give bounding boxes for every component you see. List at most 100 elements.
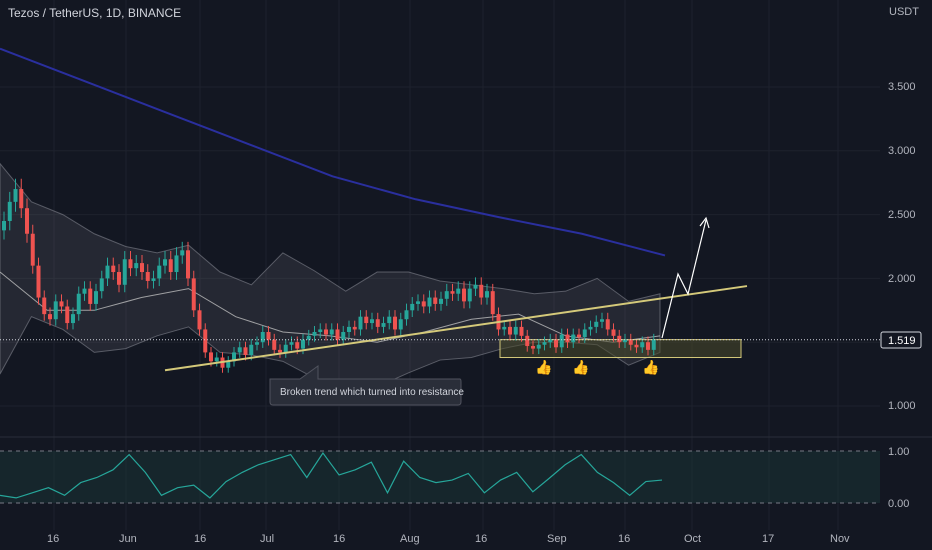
candle-body[interactable] xyxy=(479,284,484,298)
candle-body[interactable] xyxy=(71,314,75,324)
candle-body[interactable] xyxy=(53,301,58,320)
candle-body[interactable] xyxy=(381,323,386,327)
candle-body[interactable] xyxy=(404,310,409,320)
candle-body[interactable] xyxy=(600,319,604,322)
candle-body[interactable] xyxy=(427,297,432,307)
candle-body[interactable] xyxy=(59,301,64,307)
candle-body[interactable] xyxy=(312,331,317,336)
candle-body[interactable] xyxy=(559,334,564,348)
candle-body[interactable] xyxy=(617,335,622,343)
candle-body[interactable] xyxy=(513,326,518,335)
candle-body[interactable] xyxy=(565,334,570,343)
candle-body[interactable] xyxy=(191,278,196,311)
candle-body[interactable] xyxy=(289,342,294,345)
candle-body[interactable] xyxy=(174,255,179,273)
candle-body[interactable] xyxy=(542,342,547,345)
candle-body[interactable] xyxy=(13,189,18,202)
candle-body[interactable] xyxy=(554,339,558,348)
candle-body[interactable] xyxy=(582,329,587,338)
candle-body[interactable] xyxy=(536,344,541,349)
candle-body[interactable] xyxy=(2,220,6,231)
candle-body[interactable] xyxy=(421,301,426,307)
candle-body[interactable] xyxy=(329,329,334,335)
candle-body[interactable] xyxy=(19,189,24,209)
candle-body[interactable] xyxy=(548,339,553,343)
candle-body[interactable] xyxy=(416,301,420,304)
candle-body[interactable] xyxy=(335,329,340,340)
candle-body[interactable] xyxy=(168,259,173,273)
candle-body[interactable] xyxy=(226,361,231,368)
candle-body[interactable] xyxy=(180,250,185,256)
candle-body[interactable] xyxy=(260,331,265,343)
candle-body[interactable] xyxy=(140,263,144,273)
candle-body[interactable] xyxy=(387,316,392,324)
candle-body[interactable] xyxy=(94,291,98,304)
candle-body[interactable] xyxy=(410,303,415,311)
candle-body[interactable] xyxy=(433,297,438,304)
candle-body[interactable] xyxy=(467,288,472,302)
candle-body[interactable] xyxy=(186,250,190,279)
candle-body[interactable] xyxy=(88,288,93,304)
candle-body[interactable] xyxy=(30,233,35,266)
candle-body[interactable] xyxy=(295,342,300,349)
candle-body[interactable] xyxy=(117,272,121,285)
candle-body[interactable] xyxy=(36,265,41,298)
candle-body[interactable] xyxy=(473,284,478,289)
candle-body[interactable] xyxy=(163,259,167,266)
candle-body[interactable] xyxy=(588,326,593,330)
candle-body[interactable] xyxy=(462,288,466,302)
candle-body[interactable] xyxy=(249,344,254,355)
candle-body[interactable] xyxy=(502,326,507,330)
candle-body[interactable] xyxy=(324,329,328,335)
candle-body[interactable] xyxy=(266,331,271,340)
candle-body[interactable] xyxy=(364,316,369,324)
annotation-callout[interactable]: Broken trend which turned into resistanc… xyxy=(269,365,464,406)
candle-body[interactable] xyxy=(151,278,156,281)
candle-body[interactable] xyxy=(99,278,104,292)
candle-body[interactable] xyxy=(283,344,288,353)
candle-body[interactable] xyxy=(646,342,650,350)
candle-body[interactable] xyxy=(232,352,236,362)
candle-body[interactable] xyxy=(398,319,403,330)
candle-body[interactable] xyxy=(375,319,380,327)
candlesticks[interactable] xyxy=(2,178,656,373)
candle-body[interactable] xyxy=(25,208,29,234)
candle-body[interactable] xyxy=(341,331,346,340)
candle-body[interactable] xyxy=(651,339,656,350)
candle-body[interactable] xyxy=(111,265,116,273)
candle-body[interactable] xyxy=(605,319,610,330)
candle-body[interactable] xyxy=(358,316,363,330)
candle-body[interactable] xyxy=(490,291,495,315)
candle-body[interactable] xyxy=(519,326,524,336)
candle-body[interactable] xyxy=(352,326,357,330)
candle-body[interactable] xyxy=(439,298,443,304)
candle-body[interactable] xyxy=(203,329,208,353)
candle-body[interactable] xyxy=(145,272,150,281)
candle-body[interactable] xyxy=(531,346,535,349)
price-axis[interactable]: USDT 3.500 3.000 2.500 2.000 1.000 1.519 xyxy=(880,6,922,412)
candle-body[interactable] xyxy=(134,263,139,269)
candle-body[interactable] xyxy=(48,314,52,320)
candle-body[interactable] xyxy=(214,357,219,362)
candle-body[interactable] xyxy=(634,344,639,348)
candle-body[interactable] xyxy=(347,326,351,332)
candle-body[interactable] xyxy=(272,339,277,350)
candle-body[interactable] xyxy=(122,259,127,285)
candle-body[interactable] xyxy=(594,321,599,327)
candle-body[interactable] xyxy=(157,265,162,279)
candle-body[interactable] xyxy=(278,349,282,353)
time-axis[interactable]: 16 Jun 16 Jul 16 Aug 16 Sep 16 Oct 17 No… xyxy=(47,533,850,545)
candle-body[interactable] xyxy=(301,339,305,349)
candle-body[interactable] xyxy=(577,334,581,338)
candle-body[interactable] xyxy=(485,291,489,298)
candle-body[interactable] xyxy=(255,342,259,345)
candle-body[interactable] xyxy=(508,326,512,335)
candle-body[interactable] xyxy=(82,288,87,294)
candle-body[interactable] xyxy=(128,259,133,269)
candle-body[interactable] xyxy=(571,334,576,343)
candle-body[interactable] xyxy=(209,352,213,362)
candle-body[interactable] xyxy=(450,291,455,294)
candle-body[interactable] xyxy=(525,335,530,347)
candle-body[interactable] xyxy=(640,342,645,348)
